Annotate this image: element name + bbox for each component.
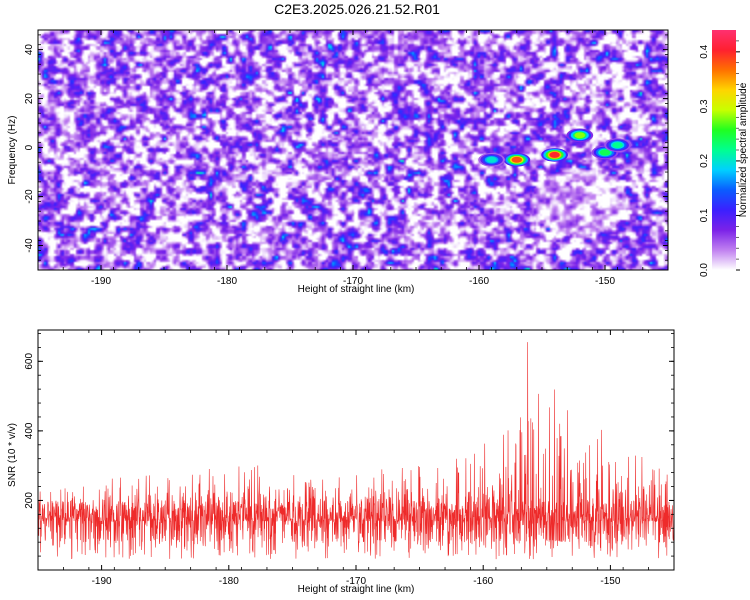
top-y-tick-label: 20 (24, 93, 35, 105)
bottom-x-tick-label: -160 (473, 576, 493, 587)
colorbar-tick-label: 0.1 (699, 208, 710, 222)
spectrogram-heatmap (38, 30, 668, 270)
bottom-x-tick-label: -190 (92, 576, 112, 587)
top-x-tick-label: -180 (217, 276, 237, 287)
heatmap-feature-ring (599, 149, 611, 156)
top-x-tick-label: -150 (595, 276, 615, 287)
heatmap-feature-ring (486, 156, 497, 163)
snr-panel: -190 -180 -170 -160 -150 200 400 600 Height of… (7, 329, 675, 595)
spectrogram-features (478, 128, 631, 167)
snr-series-line (38, 342, 674, 560)
bottom-y-tick-label: 600 (24, 353, 35, 370)
bottom-x-ticks: -190 -180 -170 -160 -150 (37, 330, 675, 587)
top-y-tick-label: 40 (24, 44, 35, 56)
top-x-axis-label: Height of straight line (km) (298, 284, 415, 295)
top-x-tick-label: -170 (343, 276, 363, 287)
top-x-ticks: -190 -180 -170 -160 -150 (37, 30, 669, 287)
heatmap-feature (503, 152, 531, 167)
bottom-x-axis-label: Height of straight line (km) (298, 584, 415, 595)
bottom-x-tick-label: -150 (600, 576, 620, 587)
colorbar-tick-label: 0.2 (699, 154, 710, 168)
heatmap-feature-ring (574, 132, 585, 139)
colorbar-tick-label: 0.3 (699, 99, 710, 113)
bottom-x-tick-label: -170 (346, 576, 366, 587)
colorbar: 0.0 0.1 0.2 0.3 0.4 Normalized spectral ampl… (699, 30, 749, 277)
bottom-x-tick-label: -180 (219, 576, 239, 587)
heatmap-feature-ring (511, 156, 522, 163)
top-y-ticks: 40 20 0 -20 -40 (24, 34, 668, 271)
top-x-tick-label: -160 (469, 276, 489, 287)
heatmap-feature (541, 148, 568, 162)
colorbar-bar (712, 30, 736, 270)
top-y-axis-label: Frequency (Hz) (7, 116, 18, 185)
top-y-tick-label: -40 (24, 238, 35, 253)
top-y-tick-label: 0 (24, 144, 35, 150)
heatmap-feature (591, 145, 619, 160)
colorbar-tick-label: 0.4 (699, 44, 710, 58)
heatmap-feature-ring (612, 142, 623, 149)
colorbar-ticks: 0.0 0.1 0.2 0.3 0.4 (699, 40, 740, 277)
top-y-tick-label: -20 (24, 189, 35, 204)
colorbar-tick-label: 0.0 (699, 263, 710, 277)
heatmap-feature (478, 152, 505, 167)
colorbar-label: Normalized spectral amplitude (738, 82, 749, 217)
bottom-y-tick-label: 400 (24, 422, 35, 439)
spectrogram-panel: -190 -180 -170 -160 -150 40 20 0 -20 -40 Height … (7, 29, 669, 295)
heatmap-feature (604, 138, 631, 152)
heatmap-feature (566, 128, 594, 143)
top-x-tick-label: -190 (91, 276, 111, 287)
chart-title: C2E3.2025.026.21.52.R01 (274, 1, 440, 17)
heatmap-feature-ring (549, 151, 560, 158)
bottom-y-ticks: 200 400 600 (24, 333, 674, 557)
bottom-y-tick-label: 200 (24, 492, 35, 509)
bottom-y-axis-label: SNR (10 * v/v) (7, 423, 18, 487)
